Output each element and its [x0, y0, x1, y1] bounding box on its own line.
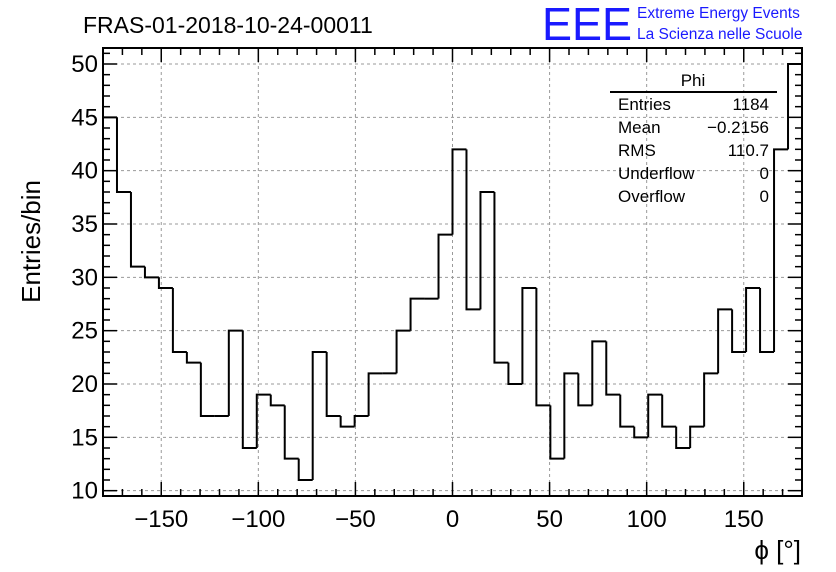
y-tick-label: 40 [71, 158, 98, 185]
histogram-bin [507, 362, 523, 385]
stats-label-overflow: Overflow [618, 187, 686, 206]
histogram-bin [255, 393, 271, 448]
histogram-bin [199, 362, 215, 417]
y-tick-label: 15 [71, 424, 98, 451]
stats-value-underflow: 0 [760, 164, 769, 183]
x-tick-label: −150 [134, 506, 188, 533]
histogram-bin [661, 394, 677, 428]
histogram-bin [325, 352, 341, 417]
histogram-bin [787, 63, 803, 496]
stats-label-underflow: Underflow [618, 164, 695, 183]
histogram-bin [521, 287, 537, 384]
x-tick-label: 0 [446, 506, 459, 533]
chart-title: FRAS-01-2018-10-24-00011 [83, 12, 373, 38]
stats-label-entries: Entries [618, 95, 671, 114]
histogram-bin [647, 393, 663, 438]
histogram-bin [115, 117, 131, 193]
stats-value-rms: 110.7 [728, 141, 769, 160]
histogram-bin [689, 425, 705, 448]
histogram-bin [493, 192, 509, 364]
eee-logo: EEE Extreme Energy Events La Scienza nel… [542, 0, 802, 50]
histogram-bin [283, 405, 299, 460]
y-tick-label: 50 [71, 51, 98, 78]
histogram-bin [269, 394, 285, 407]
histogram-bin [395, 329, 411, 374]
x-tick-label: −50 [335, 506, 376, 533]
histogram-bin [339, 416, 355, 428]
histogram-bin [591, 340, 607, 406]
histogram-bin [759, 288, 775, 353]
stats-box: Phi Entries 1184 Mean −0.2156 RMS 110.7 … [610, 71, 777, 206]
histogram-bin [451, 148, 467, 235]
histogram-bin [143, 266, 159, 279]
eee-logo-mark: EEE [542, 0, 632, 50]
stats-title: Phi [681, 71, 706, 90]
y-axis-label: Entries/bin [16, 180, 46, 303]
y-tick-label: 10 [71, 478, 98, 505]
y-tick-label: 45 [71, 104, 98, 131]
histogram-bin [297, 458, 313, 481]
histogram-bin [717, 308, 733, 374]
histogram-bin [619, 394, 635, 428]
histogram-bin [353, 415, 369, 427]
histogram-bin [171, 288, 187, 353]
histogram-bin [731, 309, 747, 353]
grid-layer [103, 48, 802, 496]
histogram-bin [102, 116, 117, 496]
logo-line1: Extreme Energy Events [637, 5, 800, 22]
histogram-bin [563, 372, 579, 459]
histogram-bin [311, 351, 327, 480]
histogram-bin [745, 287, 761, 352]
y-tick-label: 20 [71, 371, 98, 398]
histogram-bin [675, 426, 691, 449]
stats-value-overflow: 0 [760, 187, 769, 206]
histogram-bin [227, 329, 243, 416]
histogram-bin [535, 288, 551, 407]
x-tick-label: 150 [724, 506, 764, 533]
histogram-bin [129, 192, 145, 268]
histogram-bin [437, 233, 453, 299]
logo-line2: La Scienza nelle Scuole [637, 26, 802, 43]
x-tick-label: 50 [536, 506, 563, 533]
x-axis-label: ϕ [°] [754, 535, 801, 565]
histogram-bin [479, 191, 495, 310]
tick-layer: −150 −100 −50 0 50 100 150 10 15 20 25 30 35 40 45 50 [71, 48, 803, 533]
histogram-bin [409, 297, 425, 331]
stats-value-entries: 1184 [732, 95, 769, 114]
histogram-bin [157, 277, 173, 289]
histogram-bin [605, 341, 621, 396]
stats-label-mean: Mean [618, 118, 661, 137]
stats-label-rms: RMS [618, 141, 656, 160]
histogram-bin [465, 149, 481, 311]
histogram-bin [633, 426, 649, 439]
y-tick-label: 25 [71, 318, 98, 345]
y-tick-label: 30 [71, 264, 98, 291]
histogram-bin [185, 352, 201, 364]
stats-value-mean: −0.2156 [707, 118, 769, 137]
histogram-bin [549, 405, 565, 460]
histogram-bin [703, 372, 719, 427]
histogram-bin [367, 372, 383, 416]
histogram-bin [241, 330, 257, 449]
x-tick-label: −100 [231, 506, 285, 533]
histogram-bin [773, 148, 789, 352]
histogram-bin [577, 373, 593, 407]
y-tick-label: 35 [71, 211, 98, 238]
x-tick-label: 100 [627, 506, 667, 533]
